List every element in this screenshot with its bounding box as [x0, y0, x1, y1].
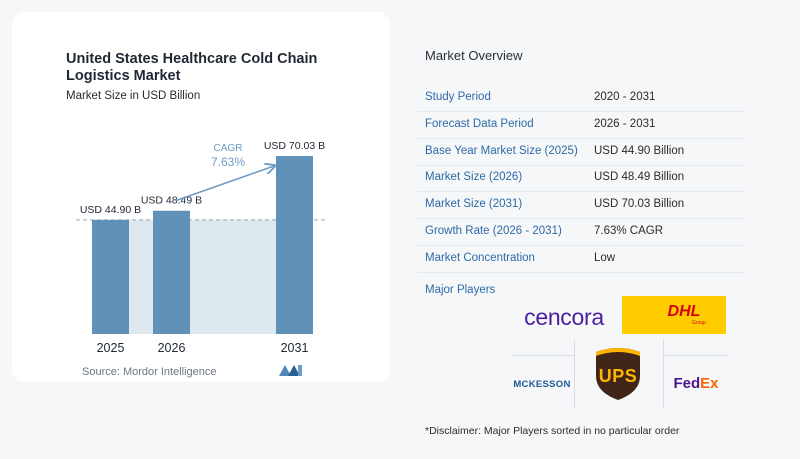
overview-row-value: 2020 - 2031 [594, 91, 656, 103]
overview-row-label: Growth Rate (2026 - 2031) [425, 225, 562, 237]
overview-row: Market Size (2026) USD 48.49 Billion [417, 165, 745, 193]
overview-row-value: USD 70.03 Billion [594, 198, 685, 211]
ups-logo: UPS [592, 362, 644, 390]
mckesson-logo: MCKESSON [512, 372, 572, 396]
overview-row-label: Base Year Market Size (2025) [425, 144, 578, 157]
overview-row-label: Forecast Data Period [425, 117, 534, 130]
overview-row-label: Study Period [425, 91, 491, 103]
logo-divider [512, 355, 575, 356]
bar-2026 [153, 210, 190, 334]
overview-row: Growth Rate (2026 - 2031) 7.63% CAGR [417, 219, 745, 246]
overview-row: Study Period 2020 - 2031 [417, 85, 745, 112]
x-tick-label: 2025 [97, 341, 125, 355]
cagr-label: CAGR [214, 143, 243, 154]
data-label-2025: USD 44.90 B [80, 204, 141, 216]
bar-2025 [92, 219, 129, 334]
source-note: Source: Mordor Intelligence [82, 366, 217, 378]
x-tick-label: 2031 [281, 341, 309, 355]
x-tick-label: 2026 [158, 341, 186, 355]
bar-2031 [276, 156, 313, 334]
overview-row-value: 2026 - 2031 [594, 117, 656, 130]
overview-row-label: Market Concentration [425, 251, 535, 264]
major-players-title: Major Players [425, 284, 496, 296]
overview-row-label: Market Size (2026) [425, 171, 523, 184]
dhl-logo-subtext: Group [692, 320, 706, 326]
mordor-logo-icon [279, 365, 302, 376]
data-label-2026: USD 48.49 B [141, 195, 202, 207]
cagr-value: 7.63% [211, 155, 245, 169]
fedex-logo-ex: Ex [700, 374, 719, 392]
logo-divider [663, 340, 664, 408]
overview-row-label: Market Size (2031) [425, 198, 523, 211]
cagr-arrow [175, 166, 275, 202]
overview-row: Market Size (2031) USD 70.03 Billion [417, 192, 745, 220]
logo-divider [574, 340, 575, 408]
overview-row-value: USD 44.90 Billion [594, 144, 685, 157]
data-label-2031: USD 70.03 B [264, 140, 325, 152]
fedex-logo: Fed Ex [664, 370, 728, 396]
overview-row-value: USD 48.49 Billion [594, 171, 685, 184]
dhl-logo-text: DHL [667, 303, 701, 320]
ups-logo-icon [596, 348, 640, 400]
ups-logo-text: UPS [598, 365, 638, 386]
dhl-logo: DHL Group [622, 296, 726, 334]
overview-row-value: Low [594, 251, 616, 264]
disclaimer: *Disclaimer: Major Players sorted in no … [425, 425, 680, 437]
cencora-logo: cencora [510, 297, 618, 337]
fedex-logo-fed: Fed [673, 374, 701, 392]
cencora-logo-text: cencora [524, 303, 604, 330]
bar-chart: USD 44.90 B 2025 USD 48.49 B 2026 USD 70.03 … [76, 140, 328, 355]
chart-subtitle: Market Size in USD Billion [66, 90, 201, 102]
overview-title: Market Overview [425, 48, 523, 63]
logo-divider [663, 355, 728, 356]
chart-title: United States Healthcare Cold Chain Logi… [66, 51, 318, 84]
overview-row: Forecast Data Period 2026 - 2031 [417, 112, 745, 139]
overview-row: Base Year Market Size (2025) USD 44.90 Bi… [417, 139, 745, 166]
mckesson-logo-text: MCKESSON [513, 378, 571, 390]
overview-row-value: 7.63% CAGR [594, 225, 664, 237]
overview-row: Market Concentration Low [417, 246, 745, 273]
